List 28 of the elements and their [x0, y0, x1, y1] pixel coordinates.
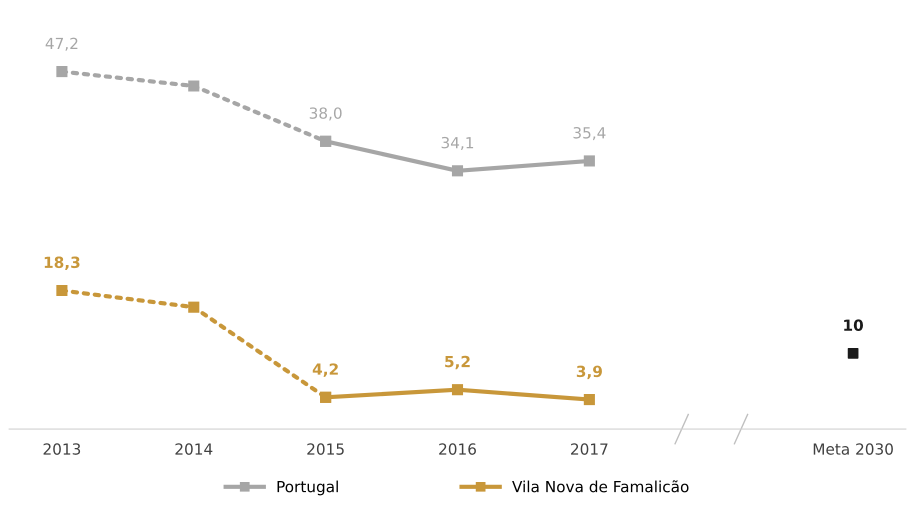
data-label: 5,2 — [445, 356, 470, 370]
x-tick-label: 2017 — [571, 443, 608, 455]
x-tick-label: 2015 — [307, 443, 344, 455]
point — [188, 302, 200, 313]
x-tick-label: 2016 — [439, 443, 476, 455]
legend-label: Vila Nova de Famalicão — [512, 480, 689, 492]
point — [452, 384, 464, 396]
point — [584, 155, 595, 167]
x-tick-label: Meta 2030 — [814, 443, 893, 455]
legend-label: Portugal — [278, 480, 338, 496]
data-label: 47,2 — [46, 38, 78, 51]
x-tick-label: 2013 — [44, 443, 80, 455]
point — [320, 392, 332, 403]
data-label: 34,1 — [442, 136, 474, 150]
point — [848, 348, 858, 359]
data-label: 35,4 — [574, 127, 606, 140]
point — [320, 136, 332, 147]
point — [452, 165, 464, 176]
point — [56, 66, 68, 78]
point — [56, 284, 68, 296]
data-label: 3,9 — [576, 366, 602, 380]
data-label: 10 — [844, 319, 864, 331]
x-tick-label: 2014 — [175, 443, 212, 455]
point — [584, 394, 595, 406]
data-label: 18,3 — [44, 256, 80, 270]
point — [188, 80, 200, 92]
data-label: 38,0 — [310, 107, 342, 120]
data-label: 4,2 — [312, 363, 338, 377]
